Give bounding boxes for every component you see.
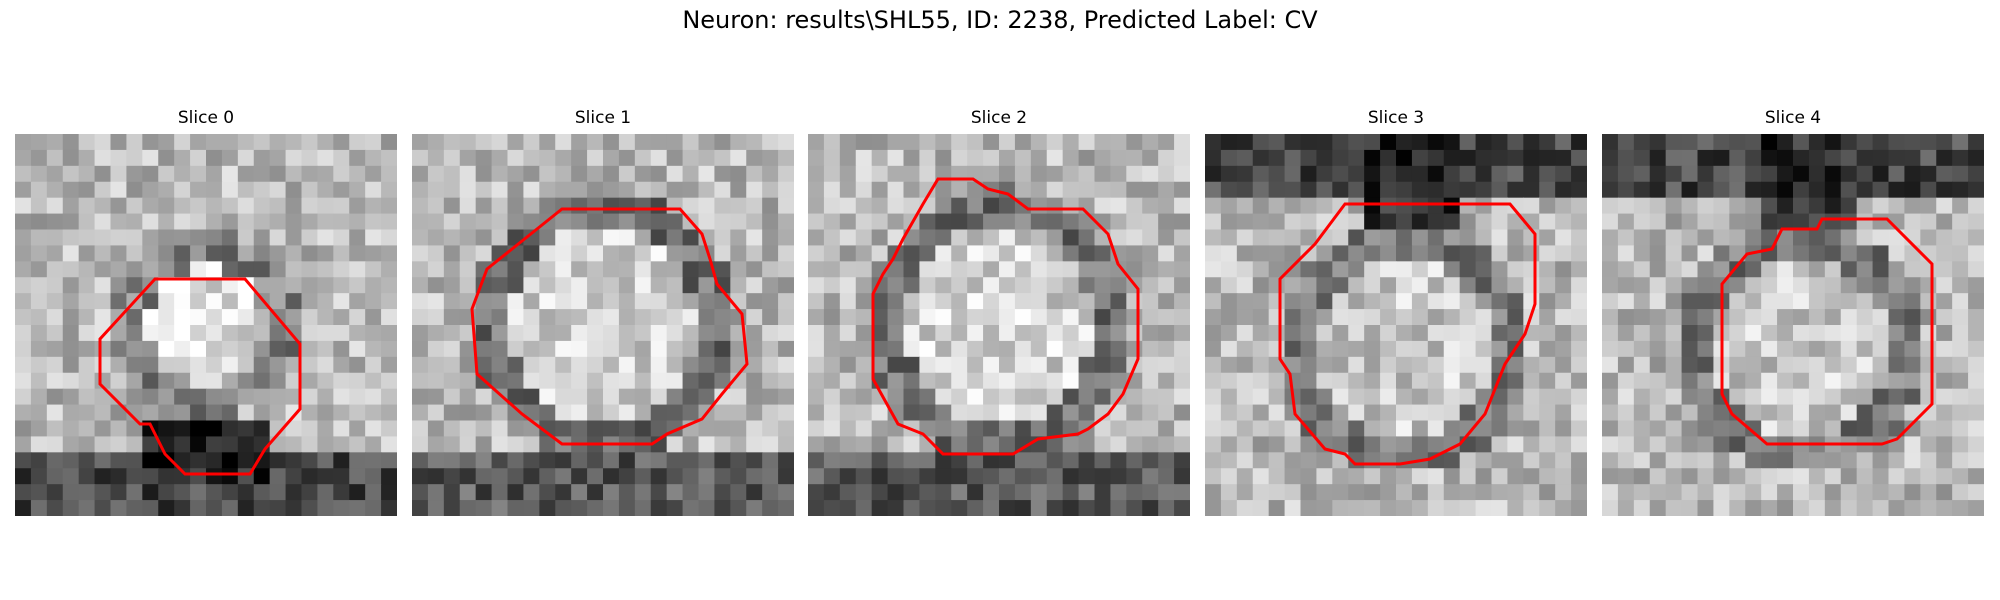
segmentation-contour-0 — [98, 277, 302, 476]
slice-title-3: Slice 3 — [1367, 108, 1425, 128]
slice-title-1: Slice 1 — [574, 108, 632, 128]
slice-panel-3: Slice 3 — [1205, 108, 1587, 516]
segmentation-contour-1 — [470, 207, 749, 446]
slice-title-0: Slice 0 — [177, 108, 235, 128]
slice-title-4: Slice 4 — [1764, 108, 1822, 128]
segmentation-contour-4 — [1720, 217, 1934, 446]
slice-image-1 — [412, 134, 794, 516]
slice-panel-0: Slice 0 — [15, 108, 397, 516]
slice-panel-4: Slice 4 — [1602, 108, 1984, 516]
slice-panel-1: Slice 1 — [412, 108, 794, 516]
figure-title: Neuron: results\SHL55, ID: 2238, Predict… — [682, 6, 1318, 34]
slice-image-3 — [1205, 134, 1587, 516]
slice-image-4 — [1602, 134, 1984, 516]
segmentation-contour-2 — [871, 177, 1140, 456]
slice-panel-2: Slice 2 — [808, 108, 1190, 516]
slice-title-2: Slice 2 — [970, 108, 1028, 128]
segmentation-contour-3 — [1278, 202, 1537, 466]
slice-image-2 — [808, 134, 1190, 516]
slice-image-0 — [15, 134, 397, 516]
